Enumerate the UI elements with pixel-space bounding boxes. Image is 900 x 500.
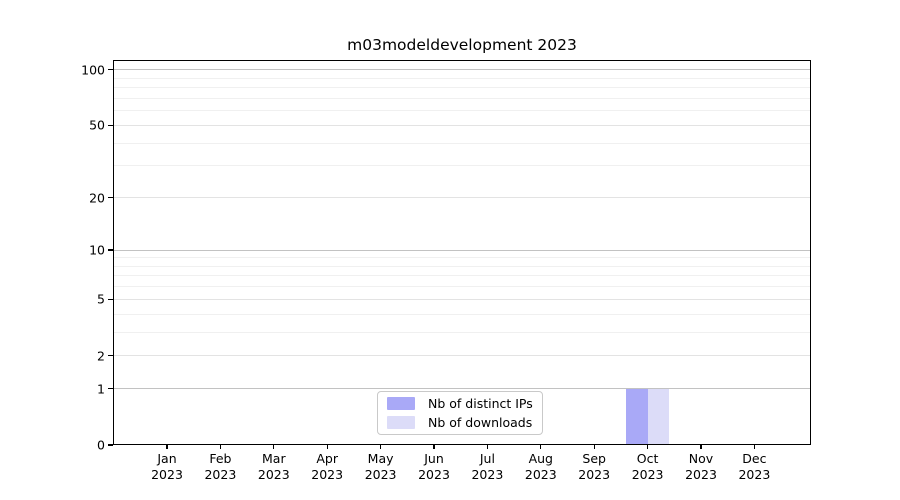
x-axis-tick-label: Jul 2023 (455, 451, 519, 482)
x-axis-tick-year: 2023 (578, 466, 611, 482)
x-axis-tick-year: 2023 (524, 466, 557, 482)
grid-line-minor-y-30 (114, 165, 810, 167)
bar-downloads-oct (647, 388, 670, 444)
x-axis-tick-label: Dec 2023 (722, 451, 786, 482)
y-axis-tick-label: 100 (81, 62, 105, 78)
grid-line-major-y-10 (114, 249, 810, 251)
x-axis-tick-year: 2023 (418, 466, 450, 482)
grid-line-y-5 (114, 298, 810, 300)
x-tick-mark-nov (700, 444, 702, 449)
y-axis-tick-label: 2 (97, 348, 105, 364)
y-tick-mark-0 (108, 444, 113, 446)
x-axis-tick-label: Sep 2023 (562, 451, 626, 482)
grid-line-minor-y-9 (114, 257, 810, 259)
y-tick-mark-5 (108, 298, 113, 300)
plot-area (113, 60, 811, 445)
grid-line-minor-y-90 (114, 77, 810, 79)
x-tick-mark-aug (540, 444, 542, 449)
grid-line-y-20 (114, 197, 810, 198)
y-axis-tick-label: 1 (97, 381, 105, 397)
y-axis-tick-label: 20 (89, 190, 105, 205)
y-axis-tick-label: 5 (97, 291, 105, 307)
x-tick-mark-mar (273, 444, 275, 449)
x-tick-mark-jun (433, 444, 435, 449)
grid-line-minor-y-60 (114, 110, 810, 112)
grid-line-major-y-1 (114, 388, 810, 390)
x-axis-tick-label: Jan 2023 (135, 451, 199, 482)
x-tick-mark-jan (166, 444, 168, 449)
x-axis-tick-year: 2023 (257, 466, 290, 482)
y-axis-tick-label: 0 (97, 437, 105, 453)
x-tick-mark-feb (219, 444, 221, 449)
grid-line-y-50 (114, 124, 810, 126)
grid-line-minor-y-70 (114, 97, 810, 99)
x-tick-mark-jul (486, 444, 488, 449)
x-axis-tick-year: 2023 (311, 466, 344, 482)
y-axis-tick-label: 10 (89, 242, 105, 258)
grid-line-minor-y-80 (114, 87, 810, 89)
legend-label-downloads: Nb of downloads (428, 415, 533, 430)
grid-line-y-2 (114, 355, 810, 357)
legend-swatch-distinct-ips (387, 397, 415, 410)
y-tick-mark-10 (108, 249, 113, 251)
x-tick-mark-oct (647, 444, 649, 449)
x-tick-mark-apr (326, 444, 328, 449)
y-tick-mark-100 (108, 69, 113, 71)
y-tick-mark-2 (108, 355, 113, 357)
grid-line-major-y-100 (114, 69, 810, 71)
x-axis-tick-label: Mar 2023 (242, 451, 306, 482)
x-tick-mark-sep (593, 444, 595, 449)
x-axis-tick-year: 2023 (364, 466, 397, 482)
legend-item-downloads: Nb of downloads (387, 413, 542, 432)
grid-line-minor-y-3 (114, 331, 810, 333)
legend-swatch-downloads (387, 416, 415, 429)
x-axis-tick-label: Feb 2023 (188, 451, 252, 482)
bar-distinct-ips-oct (626, 388, 648, 444)
y-tick-mark-20 (108, 196, 113, 199)
x-axis-tick-year: 2023 (631, 466, 664, 482)
x-axis-tick-label: Jun 2023 (402, 451, 466, 482)
y-axis-tick-label: 50 (89, 117, 105, 133)
x-tick-mark-may (380, 444, 382, 449)
x-axis-tick-label: Oct 2023 (616, 451, 680, 482)
x-axis-tick-label: Nov 2023 (669, 451, 733, 482)
x-tick-mark-dec (753, 444, 755, 449)
x-axis-tick-year: 2023 (204, 466, 237, 482)
grid-line-minor-y-8 (114, 265, 810, 267)
x-axis-tick-year: 2023 (685, 466, 717, 482)
x-axis-tick-year: 2023 (471, 466, 504, 482)
y-tick-mark-50 (108, 124, 113, 126)
chart-title: m03modeldevelopment 2023 (347, 36, 577, 54)
x-axis-tick-label: Apr 2023 (295, 451, 359, 482)
y-tick-mark-1 (108, 388, 113, 390)
legend: Nb of distinct IPs Nb of downloads (377, 391, 543, 435)
legend-item-distinct-ips: Nb of distinct IPs (387, 394, 542, 413)
legend-label-distinct-ips: Nb of distinct IPs (428, 396, 533, 411)
grid-line-minor-y-7 (114, 275, 810, 277)
grid-line-minor-y-4 (114, 313, 810, 315)
x-axis-tick-year: 2023 (738, 466, 771, 482)
x-axis-tick-label: May 2023 (349, 451, 413, 482)
grid-line-minor-y-6 (114, 286, 810, 288)
grid-line-minor-y-40 (114, 142, 810, 144)
x-axis-tick-label: Aug 2023 (509, 451, 573, 482)
x-axis-tick-year: 2023 (151, 466, 183, 482)
